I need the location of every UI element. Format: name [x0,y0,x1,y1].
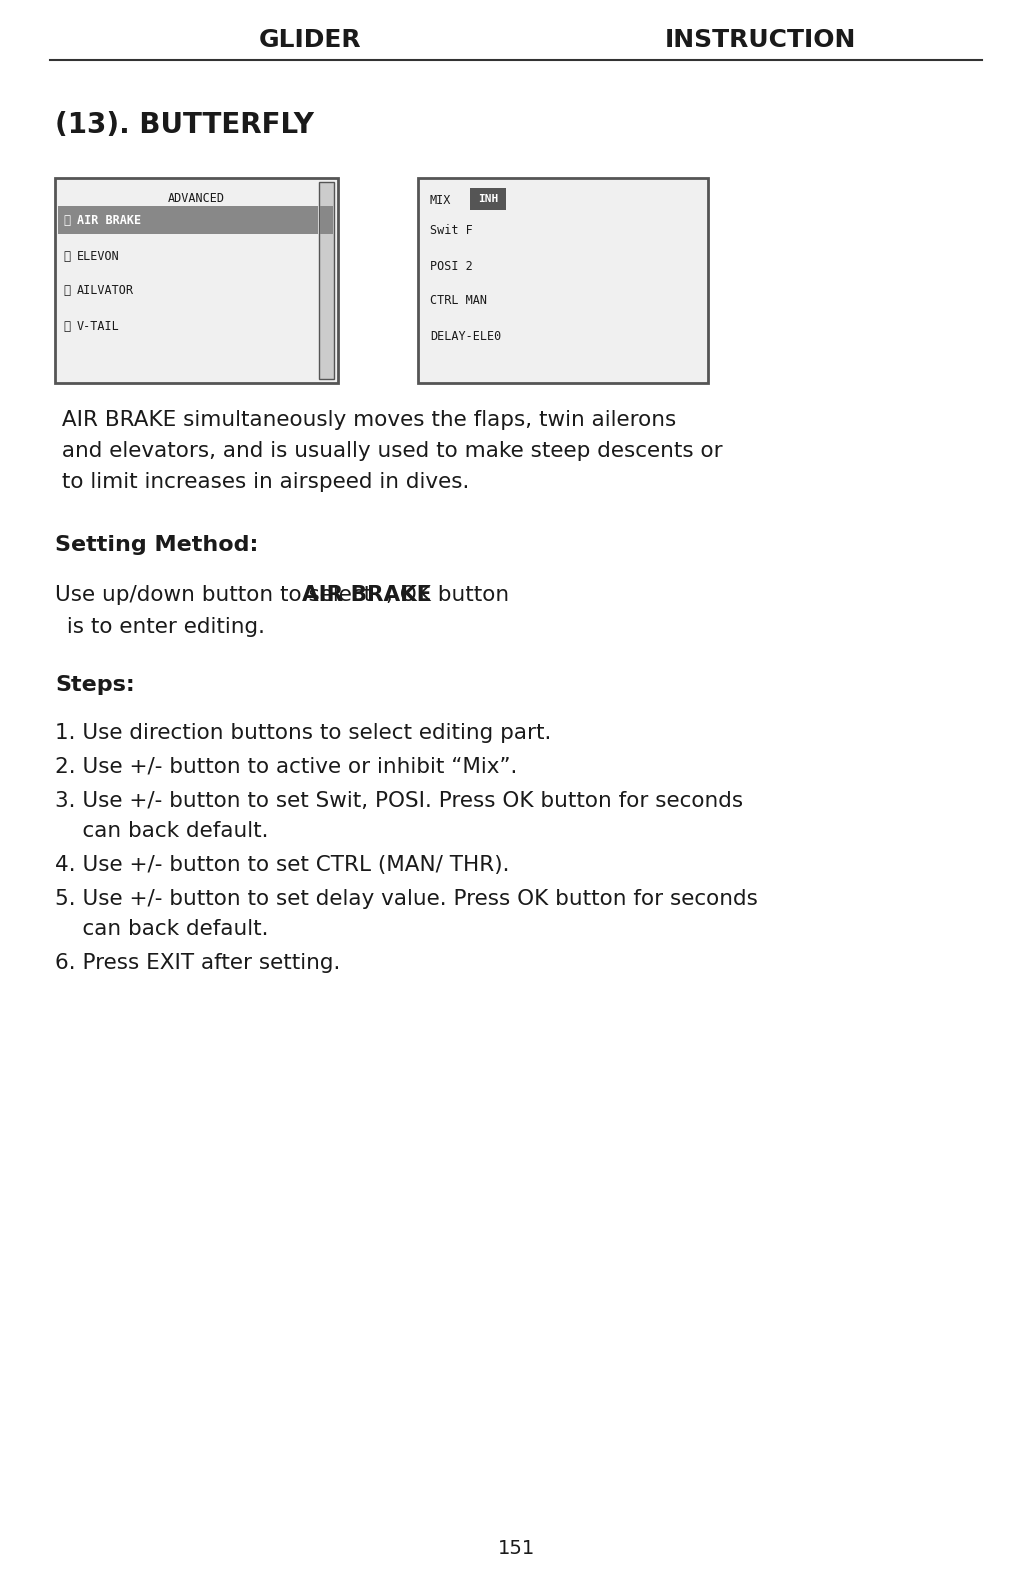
FancyBboxPatch shape [470,187,506,209]
Text: 1. Use direction buttons to select editing part.: 1. Use direction buttons to select editi… [55,723,551,743]
FancyBboxPatch shape [55,178,338,383]
Text: can back default.: can back default. [55,821,268,841]
FancyBboxPatch shape [418,178,708,383]
Text: Setting Method:: Setting Method: [55,536,258,554]
Text: Ⓐ: Ⓐ [64,320,70,332]
Text: , OK button: , OK button [386,584,509,605]
FancyBboxPatch shape [58,206,318,235]
Text: INSTRUCTION: INSTRUCTION [665,28,856,52]
Text: 151: 151 [497,1539,535,1558]
Text: MIX: MIX [430,194,451,206]
Text: 2. Use +/- button to active or inhibit “Mix”.: 2. Use +/- button to active or inhibit “… [55,758,517,776]
Text: ⒴: ⒴ [64,249,70,263]
Text: and elevators, and is usually used to make steep descents or: and elevators, and is usually used to ma… [55,441,722,461]
Text: 4. Use +/- button to set CTRL (MAN/ THR).: 4. Use +/- button to set CTRL (MAN/ THR)… [55,855,510,876]
Text: V-TAIL: V-TAIL [77,320,120,332]
FancyBboxPatch shape [320,206,333,235]
Text: 5. Use +/- button to set delay value. Press OK button for seconds: 5. Use +/- button to set delay value. Pr… [55,888,757,909]
Text: GLIDER: GLIDER [259,28,361,52]
Text: 3. Use +/- button to set Swit, POSI. Press OK button for seconds: 3. Use +/- button to set Swit, POSI. Pre… [55,791,743,811]
Text: can back default.: can back default. [55,918,268,939]
Text: ⒵: ⒵ [64,285,70,298]
Text: (13). BUTTERFLY: (13). BUTTERFLY [55,110,314,139]
Text: 6. Press EXIT after setting.: 6. Press EXIT after setting. [55,953,341,973]
Text: ⒳: ⒳ [64,214,70,227]
Text: AIR BRAKE simultaneously moves the flaps, twin ailerons: AIR BRAKE simultaneously moves the flaps… [55,410,676,430]
Text: INH: INH [478,194,498,205]
Text: Use up/down button to select: Use up/down button to select [55,584,379,605]
Text: to limit increases in airspeed in dives.: to limit increases in airspeed in dives. [55,472,470,491]
Text: POSI 2: POSI 2 [430,260,473,272]
Text: AIR BRAKE: AIR BRAKE [302,584,431,605]
Text: AIR BRAKE: AIR BRAKE [77,214,141,227]
Text: Swit F: Swit F [430,224,473,236]
Text: Steps:: Steps: [55,676,135,695]
Text: AILVATOR: AILVATOR [77,285,134,298]
Text: is to enter editing.: is to enter editing. [60,617,265,636]
Text: ELEVON: ELEVON [77,249,120,263]
Text: ADVANCED: ADVANCED [168,192,225,205]
Text: CTRL MAN: CTRL MAN [430,293,487,307]
Text: DELAY-ELE0: DELAY-ELE0 [430,329,502,342]
FancyBboxPatch shape [319,183,334,380]
